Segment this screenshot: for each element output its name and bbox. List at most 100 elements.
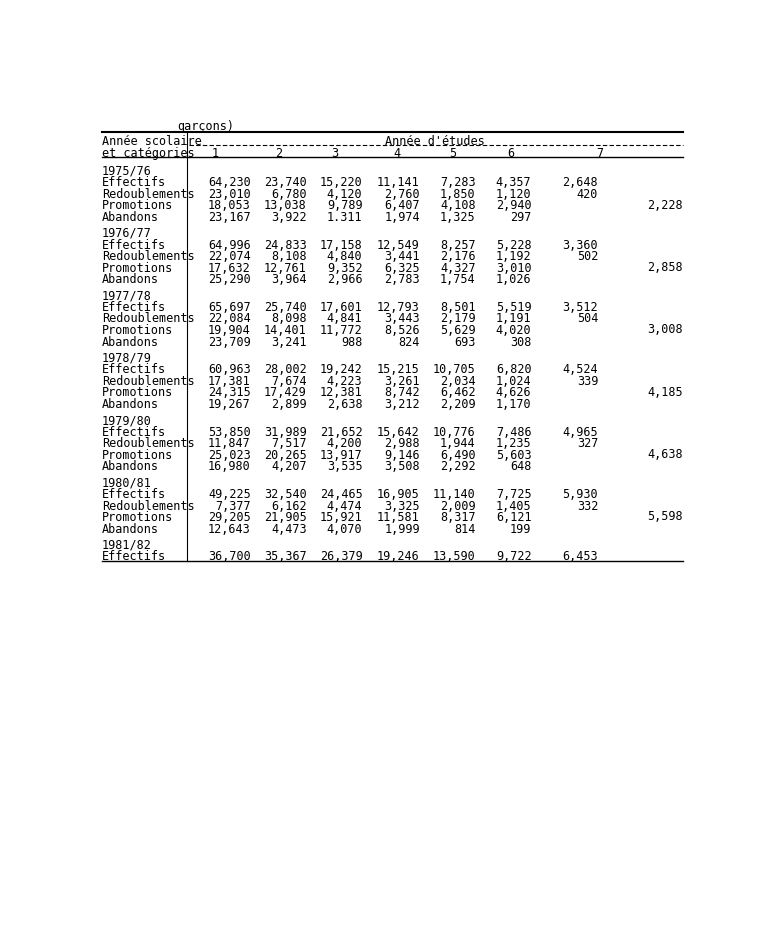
Text: 3,508: 3,508 <box>384 459 420 472</box>
Text: Redoublements: Redoublements <box>102 499 195 512</box>
Text: Effectifs: Effectifs <box>102 549 166 562</box>
Text: 4: 4 <box>393 147 400 160</box>
Text: Promotions: Promotions <box>102 199 173 212</box>
Text: 22,074: 22,074 <box>208 250 251 263</box>
Text: 5,519: 5,519 <box>495 301 532 314</box>
Text: 23,010: 23,010 <box>208 187 251 200</box>
Text: 1: 1 <box>212 147 219 160</box>
Text: 14,401: 14,401 <box>264 324 307 337</box>
Text: 8,526: 8,526 <box>384 324 420 337</box>
Text: 9,352: 9,352 <box>327 262 363 275</box>
Text: 28,002: 28,002 <box>264 363 307 376</box>
Text: 6,490: 6,490 <box>440 448 476 461</box>
Text: 53,850: 53,850 <box>208 425 251 438</box>
Text: 648: 648 <box>510 459 532 472</box>
Text: 24,315: 24,315 <box>208 386 251 399</box>
Text: 3,922: 3,922 <box>271 211 307 224</box>
Text: 16,980: 16,980 <box>208 459 251 472</box>
Text: 17,158: 17,158 <box>320 238 363 251</box>
Text: Abandons: Abandons <box>102 397 159 410</box>
Text: 3,212: 3,212 <box>384 397 420 410</box>
Text: 7,377: 7,377 <box>216 499 251 512</box>
Text: 9,722: 9,722 <box>495 549 532 562</box>
Text: 32,540: 32,540 <box>264 487 307 500</box>
Text: 2,179: 2,179 <box>440 312 476 325</box>
Text: 6,820: 6,820 <box>495 363 532 376</box>
Text: 17,632: 17,632 <box>208 262 251 275</box>
Text: 3,512: 3,512 <box>562 301 598 314</box>
Text: 1,754: 1,754 <box>440 273 476 286</box>
Text: 5,603: 5,603 <box>495 448 532 461</box>
Text: 12,793: 12,793 <box>377 301 420 314</box>
Text: 17,429: 17,429 <box>264 386 307 399</box>
Text: 25,290: 25,290 <box>208 273 251 286</box>
Text: 64,230: 64,230 <box>208 176 251 189</box>
Text: 4,207: 4,207 <box>271 459 307 472</box>
Text: 8,108: 8,108 <box>271 250 307 263</box>
Text: Abandons: Abandons <box>102 273 159 286</box>
Text: 5,228: 5,228 <box>495 238 532 251</box>
Text: 7,486: 7,486 <box>495 425 532 438</box>
Text: 8,257: 8,257 <box>440 238 476 251</box>
Text: 21,652: 21,652 <box>320 425 363 438</box>
Text: 4,223: 4,223 <box>327 374 363 387</box>
Text: 2,858: 2,858 <box>647 261 683 274</box>
Text: Promotions: Promotions <box>102 386 173 399</box>
Text: 15,220: 15,220 <box>320 176 363 189</box>
Text: 332: 332 <box>577 499 598 512</box>
Text: 2,292: 2,292 <box>440 459 476 472</box>
Text: 23,709: 23,709 <box>208 335 251 348</box>
Text: 4,185: 4,185 <box>647 385 683 398</box>
Text: Redoublements: Redoublements <box>102 312 195 325</box>
Text: 2,638: 2,638 <box>327 397 363 410</box>
Text: 2,899: 2,899 <box>271 397 307 410</box>
Text: 8,098: 8,098 <box>271 312 307 325</box>
Text: et catégories: et catégories <box>102 147 195 160</box>
Text: Redoublements: Redoublements <box>102 250 195 263</box>
Text: 19,904: 19,904 <box>208 324 251 337</box>
Text: 15,642: 15,642 <box>377 425 420 438</box>
Text: 4,474: 4,474 <box>327 499 363 512</box>
Text: 2,228: 2,228 <box>647 199 683 212</box>
Text: 6,462: 6,462 <box>440 386 476 399</box>
Text: 502: 502 <box>577 250 598 263</box>
Text: 3,443: 3,443 <box>384 312 420 325</box>
Text: 1975/76: 1975/76 <box>102 164 152 177</box>
Text: 25,023: 25,023 <box>208 448 251 461</box>
Text: 3,008: 3,008 <box>647 323 683 336</box>
Text: 2,783: 2,783 <box>384 273 420 286</box>
Text: 12,381: 12,381 <box>320 386 363 399</box>
Text: 420: 420 <box>577 187 598 200</box>
Text: 4,626: 4,626 <box>495 386 532 399</box>
Text: 4,200: 4,200 <box>327 437 363 450</box>
Text: 11,141: 11,141 <box>377 176 420 189</box>
Text: 5,598: 5,598 <box>647 509 683 522</box>
Text: Année scolaire: Année scolaire <box>102 135 202 148</box>
Text: 3,241: 3,241 <box>271 335 307 348</box>
Text: 1,170: 1,170 <box>495 397 532 410</box>
Text: 7,674: 7,674 <box>271 374 307 387</box>
Text: 18,053: 18,053 <box>208 199 251 212</box>
Text: 15,921: 15,921 <box>320 510 363 523</box>
Text: 7,283: 7,283 <box>440 176 476 189</box>
Text: 13,917: 13,917 <box>320 448 363 461</box>
Text: 2,940: 2,940 <box>495 199 532 212</box>
Text: Effectifs: Effectifs <box>102 487 166 500</box>
Text: 5,629: 5,629 <box>440 324 476 337</box>
Text: 17,381: 17,381 <box>208 374 251 387</box>
Text: 15,215: 15,215 <box>377 363 420 376</box>
Text: 11,140: 11,140 <box>433 487 476 500</box>
Text: 4,327: 4,327 <box>440 262 476 275</box>
Text: 4,841: 4,841 <box>327 312 363 325</box>
Text: 7,725: 7,725 <box>495 487 532 500</box>
Text: 6: 6 <box>507 147 514 160</box>
Text: Abandons: Abandons <box>102 459 159 472</box>
Text: 12,549: 12,549 <box>377 238 420 251</box>
Text: 2,648: 2,648 <box>562 176 598 189</box>
Text: 65,697: 65,697 <box>208 301 251 314</box>
Text: 3,010: 3,010 <box>495 262 532 275</box>
Text: 1978/79: 1978/79 <box>102 352 152 365</box>
Text: 25,740: 25,740 <box>264 301 307 314</box>
Text: 10,705: 10,705 <box>433 363 476 376</box>
Text: 20,265: 20,265 <box>264 448 307 461</box>
